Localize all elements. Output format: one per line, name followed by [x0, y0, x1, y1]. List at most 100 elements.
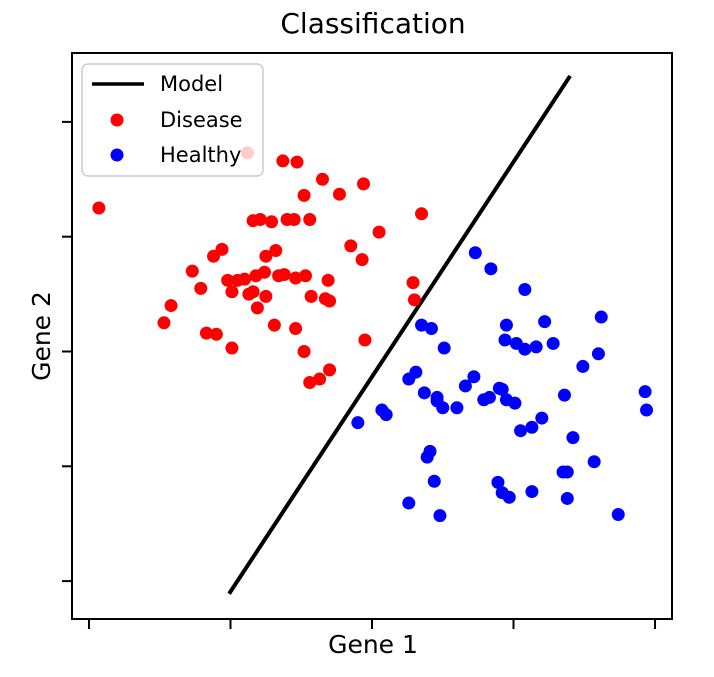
disease-point — [199, 326, 213, 340]
healthy-point — [491, 475, 505, 489]
disease-point — [276, 154, 290, 168]
healthy-point — [556, 465, 570, 479]
disease-point — [225, 285, 239, 299]
y-axis-label: Gene 2 — [27, 291, 56, 381]
plot-content — [92, 74, 654, 595]
legend-model-label: Model — [160, 72, 223, 96]
healthy-point — [576, 359, 590, 373]
healthy-point — [518, 283, 532, 297]
healthy-point — [379, 408, 393, 422]
healthy-point — [458, 379, 472, 393]
disease-point — [355, 253, 369, 267]
healthy-point — [436, 401, 450, 415]
healthy-point — [417, 386, 431, 400]
chart-title: Classification — [280, 7, 465, 40]
healthy-point — [437, 341, 451, 355]
healthy-point — [508, 396, 522, 410]
healthy-point — [351, 416, 365, 430]
healthy-point — [420, 450, 434, 464]
disease-point — [225, 341, 239, 355]
disease-point — [297, 188, 311, 202]
disease-point — [332, 187, 346, 201]
healthy-point — [638, 385, 652, 399]
disease-point — [250, 301, 264, 315]
legend-disease-label: Disease — [160, 108, 243, 132]
healthy-point — [529, 340, 543, 354]
disease-point — [194, 281, 208, 295]
disease-point — [297, 344, 311, 358]
healthy-point — [640, 403, 654, 417]
x-axis-label: Gene 1 — [328, 630, 418, 659]
disease-point — [289, 322, 303, 336]
healthy-point — [424, 322, 438, 336]
disease-point — [344, 239, 358, 253]
disease-point — [277, 268, 291, 282]
disease-point — [257, 265, 271, 279]
healthy-point — [427, 474, 441, 488]
disease-point — [289, 271, 303, 285]
disease-point — [304, 289, 318, 303]
healthy-point — [587, 455, 601, 469]
disease-point — [215, 242, 229, 256]
disease-point — [323, 363, 337, 377]
disease-point — [372, 225, 386, 239]
disease-point — [267, 318, 281, 332]
healthy-point — [498, 333, 512, 347]
healthy-point — [525, 420, 539, 434]
disease-point — [358, 333, 372, 347]
y-ticks — [62, 120, 72, 583]
disease-point — [406, 276, 420, 290]
disease-point — [164, 299, 178, 313]
disease-point — [221, 273, 235, 287]
disease-point — [407, 293, 421, 307]
disease-point — [269, 243, 283, 257]
healthy-point — [594, 310, 608, 324]
healthy-point — [560, 491, 574, 505]
disease-point — [280, 212, 294, 226]
legend-healthy-label: Healthy — [160, 143, 241, 167]
disease-point — [315, 172, 329, 186]
healthy-point — [415, 318, 429, 332]
healthy-point — [468, 246, 482, 260]
healthy-point — [518, 342, 532, 356]
disease-point — [298, 269, 312, 283]
disease-point — [209, 327, 223, 341]
healthy-point — [495, 486, 509, 500]
disease-point — [318, 292, 332, 306]
healthy-point — [591, 347, 605, 361]
disease-point — [259, 289, 273, 303]
legend-box — [81, 63, 264, 177]
disease-point — [303, 375, 317, 389]
disease-point — [415, 207, 429, 221]
disease-point — [313, 372, 327, 386]
x-ticks — [87, 619, 657, 629]
disease-point — [238, 272, 252, 286]
healthy-point — [525, 485, 539, 499]
healthy-point — [611, 508, 625, 522]
disease-point — [265, 215, 279, 229]
legend-disease-marker — [110, 113, 124, 127]
healthy-point — [433, 509, 447, 523]
legend-healthy-marker — [110, 148, 124, 162]
healthy-point — [546, 336, 560, 350]
healthy-point — [484, 262, 498, 276]
disease-point — [185, 264, 199, 278]
healthy-point — [430, 390, 444, 404]
healthy-point — [566, 431, 580, 445]
disease-point — [242, 287, 256, 301]
healthy-point — [535, 411, 549, 425]
healthy-point — [499, 318, 513, 332]
healthy-point — [495, 382, 509, 396]
disease-point — [357, 177, 371, 191]
legend: Model Disease Healthy — [81, 63, 264, 177]
healthy-point — [450, 401, 464, 415]
healthy-point — [409, 365, 423, 379]
healthy-point — [402, 496, 416, 510]
disease-point — [303, 212, 317, 226]
healthy-point — [557, 388, 571, 402]
disease-point — [157, 316, 171, 330]
disease-point — [290, 155, 304, 169]
disease-point — [259, 249, 273, 263]
model-decision-line — [227, 74, 572, 595]
